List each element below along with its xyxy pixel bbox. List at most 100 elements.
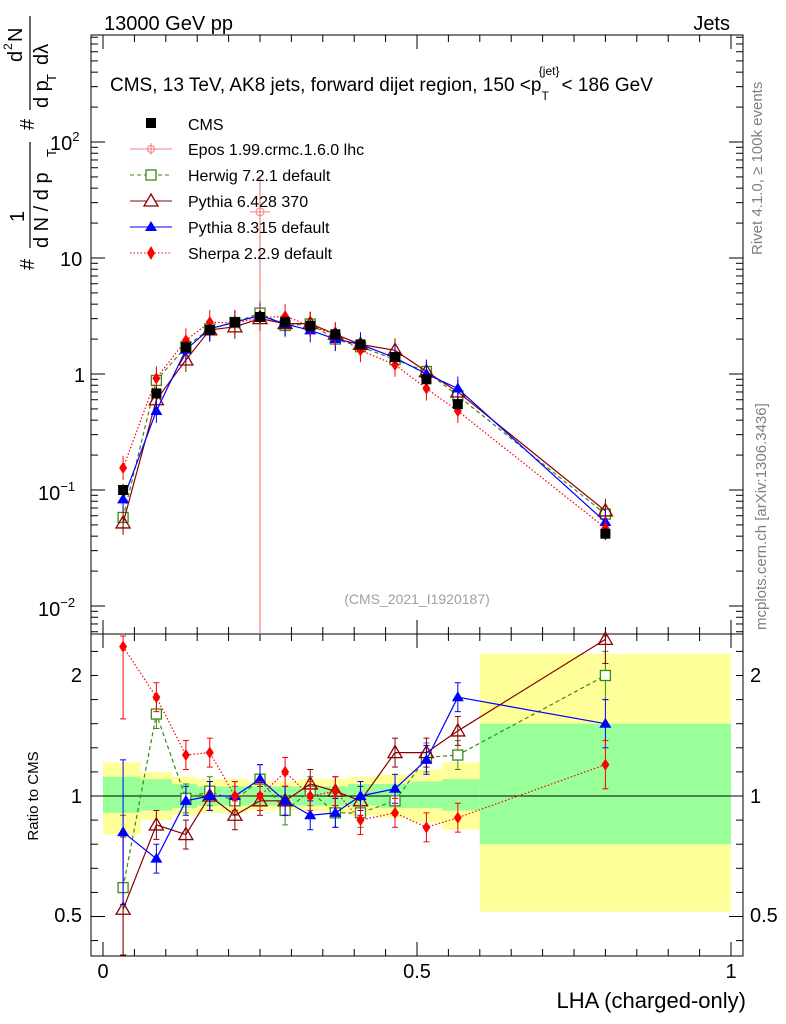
ratio-point-sherpa-7: [306, 790, 315, 802]
ratio-point-pythia6-12: [449, 722, 466, 737]
ratio-point-sherpa-5: [256, 790, 264, 802]
ratio-ytick-2: 2: [71, 665, 82, 687]
cms-point-9: [355, 339, 366, 350]
ratio-point-pythia6-0: [114, 900, 132, 915]
ratio-band-inner-0: [103, 776, 141, 813]
ratio-line-pythia6: [122, 638, 606, 910]
svg-text:d N / d p: d N / d p: [31, 172, 53, 248]
svg-text:T: T: [44, 149, 59, 157]
ratio-point-pythia8-0: [117, 826, 130, 837]
ratio-point-sherpa-13: [601, 758, 610, 771]
ytick-label-100: 102: [50, 129, 79, 155]
plot-title: CMS, 13 TeV, AK8 jets, forward dijet reg…: [110, 64, 653, 103]
legend-label-epos: Epos 1.99.crmc.1.6.0 lhc: [188, 142, 364, 159]
cms-point-7: [305, 320, 316, 331]
legend-label-cms: CMS: [188, 117, 224, 134]
ratio-point-pythia8-2: [179, 794, 192, 805]
ratio-point-sherpa-6: [281, 765, 290, 778]
cms-point-2: [180, 342, 191, 353]
ratio-line-pythia8: [122, 696, 606, 860]
legend-label-pythia8: Pythia 8.315 default: [188, 220, 330, 237]
ratio-point-pythia6-1: [148, 816, 165, 831]
cms-point-1: [151, 388, 162, 399]
ratio-ytick-2-right: 2: [750, 665, 761, 687]
ratio-line-sherpa: [122, 646, 606, 828]
ratio-point-pythia6-10: [386, 744, 404, 759]
ratio-point-sherpa-12: [453, 811, 462, 824]
ytick-label-1: 1: [74, 365, 85, 387]
main-point-pythia8-0: [117, 493, 130, 504]
ytick-label-1e-1: 10−1: [38, 479, 75, 505]
svg-text:d p: d p: [31, 80, 53, 108]
main-point-pythia8-12: [451, 382, 464, 393]
ratio-ytick-labels: 0.5 1 2 0.5 1 2: [54, 665, 778, 927]
ratio-ytick-0.5-right: 0.5: [750, 905, 778, 927]
main-point-sherpa-11: [422, 382, 431, 395]
ratio-ytick-1-right: 1: [750, 786, 761, 808]
ratio-point-pythia6-4: [226, 806, 244, 821]
header-right: Jets: [693, 13, 730, 35]
main-point-pythia6-2: [177, 351, 195, 366]
ratio-point-pythia8-11: [420, 753, 433, 764]
ratio-point-sherpa-8: [331, 785, 340, 798]
ratio-point-sherpa-11: [422, 821, 431, 834]
legend-marker-pythia6: [142, 192, 160, 207]
svg-text:1: 1: [7, 211, 29, 222]
ratio-ytick-1: 1: [71, 786, 82, 808]
ytick-label-1e-2: 10−2: [38, 595, 75, 621]
ratio-uncertainty-bands: [103, 653, 731, 912]
cms-point-12: [452, 399, 463, 410]
cms-point-4: [229, 317, 240, 328]
legend-entry-cms: CMS: [146, 117, 224, 134]
cms-point-6: [280, 317, 291, 328]
ratio-point-sherpa-9: [356, 814, 365, 827]
cms-point-3: [204, 324, 215, 335]
ratio-point-sherpa-1: [152, 691, 161, 704]
ratio-point-herwig-13: [599, 669, 612, 682]
ytick-label-10: 10: [60, 249, 82, 271]
cms-point-11: [421, 374, 432, 385]
main-point-sherpa-1: [152, 372, 161, 385]
cms-point-13: [600, 528, 611, 539]
main-line-pythia6: [122, 318, 606, 524]
svg-text:T: T: [44, 74, 59, 82]
legend-label-pythia6: Pythia 6.428 370: [188, 194, 308, 211]
legend-entry-sherpa: Sherpa 2.2.9 default: [130, 246, 333, 263]
ratio-ytick-0.5: 0.5: [54, 905, 82, 927]
ratio-point-sherpa-10: [391, 806, 400, 819]
xtick-0: 0: [97, 961, 108, 983]
legend-entry-herwig: Herwig 7.2.1 default: [130, 168, 331, 185]
ratio-point-pythia8-9: [354, 790, 367, 800]
epos-point: [255, 207, 265, 217]
cms-point-5: [255, 312, 265, 323]
ratio-point-pythia8-10: [389, 782, 402, 793]
ratio-point-pythia8-5: [254, 773, 266, 784]
svg-text:#: #: [17, 118, 39, 130]
cms-point-8: [330, 329, 341, 340]
ratio-point-pythia8-13: [599, 717, 612, 728]
legend: CMS Epos 1.99.crmc.1.6.0 lhc Herwig 7.2.…: [130, 117, 364, 263]
cms-point-10: [390, 352, 401, 363]
ratio-point-pythia6-2: [177, 826, 195, 841]
xtick-labels: 0 0.5 1: [97, 961, 736, 983]
legend-marker-sherpa: [147, 246, 155, 260]
xtick-1: 1: [725, 961, 736, 983]
ratio-point-sherpa-0: [119, 640, 128, 653]
ratio-band-inner-1: [140, 779, 173, 811]
legend-marker-herwig: [145, 169, 157, 181]
xtick-0.5: 0.5: [403, 961, 431, 983]
ratio-point-pythia8-3: [203, 790, 216, 800]
analysis-tag: (CMS_2021_I1920187): [344, 591, 490, 607]
ratio-point-sherpa-2: [181, 749, 190, 762]
cms-point-0: [118, 485, 129, 495]
main-line-sherpa: [122, 315, 606, 529]
xlabel: LHA (charged-only): [556, 988, 746, 1013]
ratio-band-inner-12: [442, 779, 480, 811]
legend-entry-epos: Epos 1.99.crmc.1.6.0 lhc: [130, 142, 364, 159]
ratio-point-pythia8-6: [279, 794, 292, 805]
legend-marker-cms: [146, 118, 156, 128]
main-point-pythia8-1: [150, 404, 163, 415]
ratio-point-pythia6-13: [597, 631, 614, 645]
rivet-label: Rivet 4.1.0, ≥ 100k events: [749, 82, 766, 255]
